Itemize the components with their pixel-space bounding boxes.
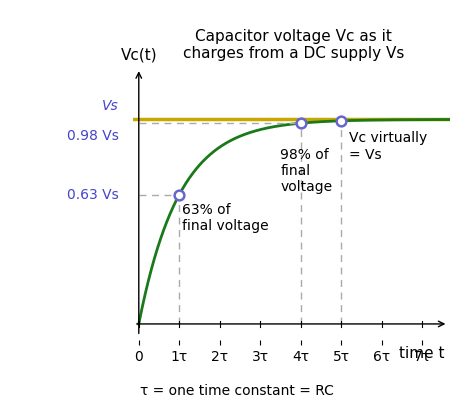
Text: Vs: Vs [102, 99, 118, 113]
Text: 98% of
final
voltage: 98% of final voltage [281, 148, 332, 194]
Text: Vc virtually
= Vs: Vc virtually = Vs [349, 132, 428, 161]
Text: Capacitor voltage Vc as it
charges from a DC supply Vs: Capacitor voltage Vc as it charges from … [183, 29, 405, 61]
Text: 0.98 Vs: 0.98 Vs [67, 129, 118, 143]
Text: 63% of
final voltage: 63% of final voltage [182, 203, 269, 233]
Text: time t: time t [399, 347, 444, 361]
Text: Vc(t): Vc(t) [120, 47, 157, 62]
Text: τ = one time constant = RC: τ = one time constant = RC [140, 384, 334, 398]
Text: 0.63 Vs: 0.63 Vs [67, 188, 118, 202]
